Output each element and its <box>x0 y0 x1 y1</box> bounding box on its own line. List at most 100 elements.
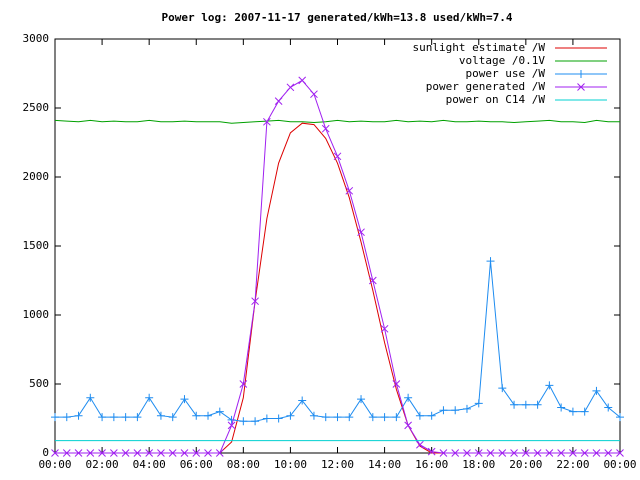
marker <box>227 421 236 430</box>
x-tick-label: 18:00 <box>462 458 495 471</box>
x-tick-label: 20:00 <box>509 458 542 471</box>
marker <box>510 400 519 409</box>
marker <box>321 124 330 133</box>
marker <box>204 411 213 420</box>
marker <box>474 449 483 457</box>
marker <box>263 117 271 126</box>
marker <box>357 228 365 237</box>
marker <box>168 449 177 457</box>
marker <box>74 411 83 420</box>
marker <box>368 413 377 422</box>
marker <box>274 97 283 105</box>
marker <box>380 324 389 333</box>
marker <box>62 449 71 457</box>
marker <box>616 413 624 422</box>
marker <box>133 449 142 457</box>
x-tick-label: 08:00 <box>227 458 260 471</box>
marker <box>239 417 248 426</box>
marker <box>98 449 106 457</box>
marker <box>333 413 342 422</box>
marker <box>345 413 354 422</box>
x-tick-label: 00:00 <box>38 458 71 471</box>
marker <box>392 380 401 388</box>
marker <box>404 393 413 402</box>
marker <box>86 393 95 402</box>
marker <box>474 399 483 408</box>
marker <box>215 449 224 457</box>
marker <box>521 449 530 457</box>
marker <box>462 404 471 413</box>
marker <box>86 449 95 457</box>
marker <box>557 403 566 412</box>
legend-label: voltage /0.1V <box>459 54 545 67</box>
marker <box>392 413 401 422</box>
marker <box>262 414 271 423</box>
marker <box>510 449 518 457</box>
x-tick-label: 04:00 <box>133 458 166 471</box>
marker <box>239 380 248 388</box>
marker <box>121 413 130 422</box>
x-tick-label: 12:00 <box>321 458 354 471</box>
marker <box>568 407 577 416</box>
x-tick-label: 16:00 <box>415 458 448 471</box>
legend-label: power on C14 /W <box>446 93 546 106</box>
marker <box>157 449 165 457</box>
legend-label: power use /W <box>466 67 546 80</box>
marker <box>592 449 601 457</box>
marker <box>486 449 495 457</box>
marker <box>404 421 412 430</box>
marker <box>592 386 601 395</box>
x-tick-label: 02:00 <box>86 458 119 471</box>
y-tick-label: 2000 <box>23 170 50 183</box>
marker <box>439 449 448 457</box>
marker <box>74 449 83 457</box>
marker <box>333 152 342 161</box>
y-tick-label: 500 <box>29 377 49 390</box>
marker <box>368 276 377 285</box>
x-tick-label: 06:00 <box>180 458 213 471</box>
series-line <box>55 122 620 454</box>
marker <box>298 76 307 85</box>
legend-marker <box>577 83 585 91</box>
marker <box>51 413 59 422</box>
x-tick-label: 22:00 <box>556 458 589 471</box>
marker <box>215 407 224 416</box>
marker <box>580 407 589 416</box>
marker <box>498 449 507 457</box>
marker <box>533 400 542 409</box>
marker <box>274 414 283 423</box>
marker <box>439 406 448 415</box>
marker <box>251 297 259 306</box>
y-tick-label: 1000 <box>23 308 50 321</box>
marker <box>98 413 107 422</box>
marker <box>580 449 589 457</box>
marker <box>110 449 118 457</box>
y-tick-label: 3000 <box>23 32 50 45</box>
marker <box>51 449 59 457</box>
marker <box>145 449 154 457</box>
marker <box>227 415 236 424</box>
marker <box>427 447 436 456</box>
marker <box>62 413 71 422</box>
series-line <box>55 79 620 454</box>
marker <box>616 449 624 457</box>
marker <box>498 384 507 393</box>
marker <box>180 395 189 404</box>
x-tick-label: 10:00 <box>274 458 307 471</box>
marker <box>380 413 389 422</box>
marker <box>416 440 424 449</box>
y-tick-label: 2500 <box>23 101 50 114</box>
marker <box>133 413 142 422</box>
legend-marker <box>577 70 585 78</box>
marker <box>451 449 460 457</box>
marker <box>533 449 542 457</box>
marker <box>345 186 354 195</box>
legend-label: sunlight estimate /W <box>413 41 546 54</box>
marker <box>427 411 436 420</box>
marker <box>569 449 577 457</box>
marker <box>486 257 495 266</box>
marker <box>145 393 154 402</box>
series-line <box>54 119 620 124</box>
y-tick-label: 1500 <box>23 239 50 252</box>
